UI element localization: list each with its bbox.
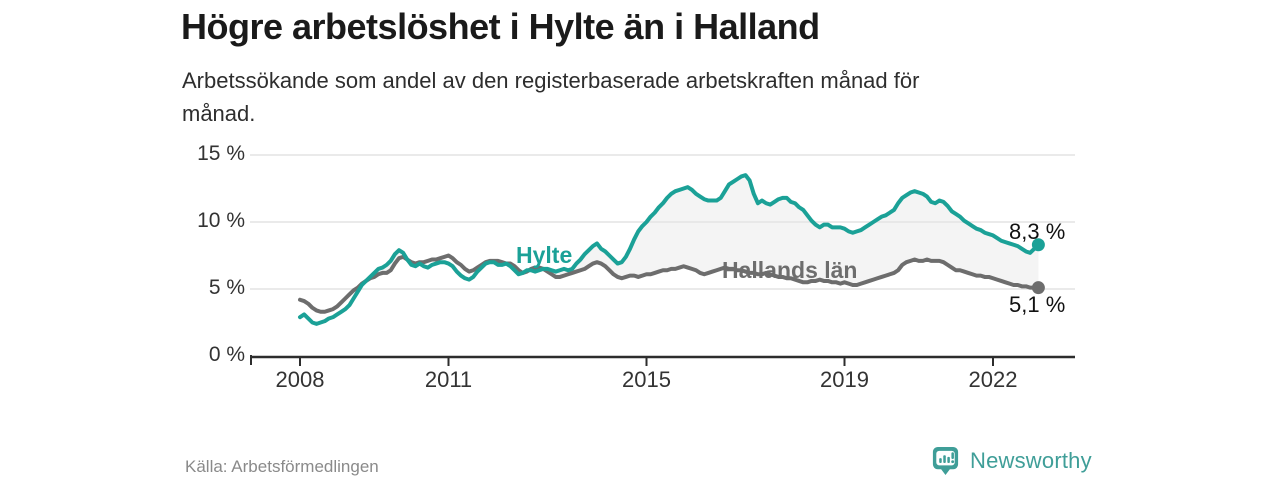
halland-end-dot xyxy=(1031,281,1045,295)
newsworthy-chart-bubble-icon xyxy=(930,445,961,477)
halland-end-value: 5,1 % xyxy=(1009,292,1066,317)
source-caption: Källa: Arbetsförmedlingen xyxy=(185,457,379,476)
page-title: Högre arbetslöshet i Hylte än i Halland xyxy=(181,6,820,47)
hylte-series-label: Hylte xyxy=(516,242,573,268)
halland-series-label: Hallands län xyxy=(722,257,858,283)
chart-subtitle: Arbetssökande som andel av den registerb… xyxy=(182,68,920,126)
hylte-end-value: 8,3 % xyxy=(1009,219,1066,244)
newsworthy-wordmark: Newsworthy xyxy=(970,448,1092,473)
newsworthy-logo[interactable]: Newsworthy xyxy=(930,445,1092,477)
between-series-band xyxy=(300,175,1039,324)
halland-line xyxy=(298,253,1041,314)
hylte-end-dot xyxy=(1031,238,1045,252)
hylte-line xyxy=(298,173,1041,326)
